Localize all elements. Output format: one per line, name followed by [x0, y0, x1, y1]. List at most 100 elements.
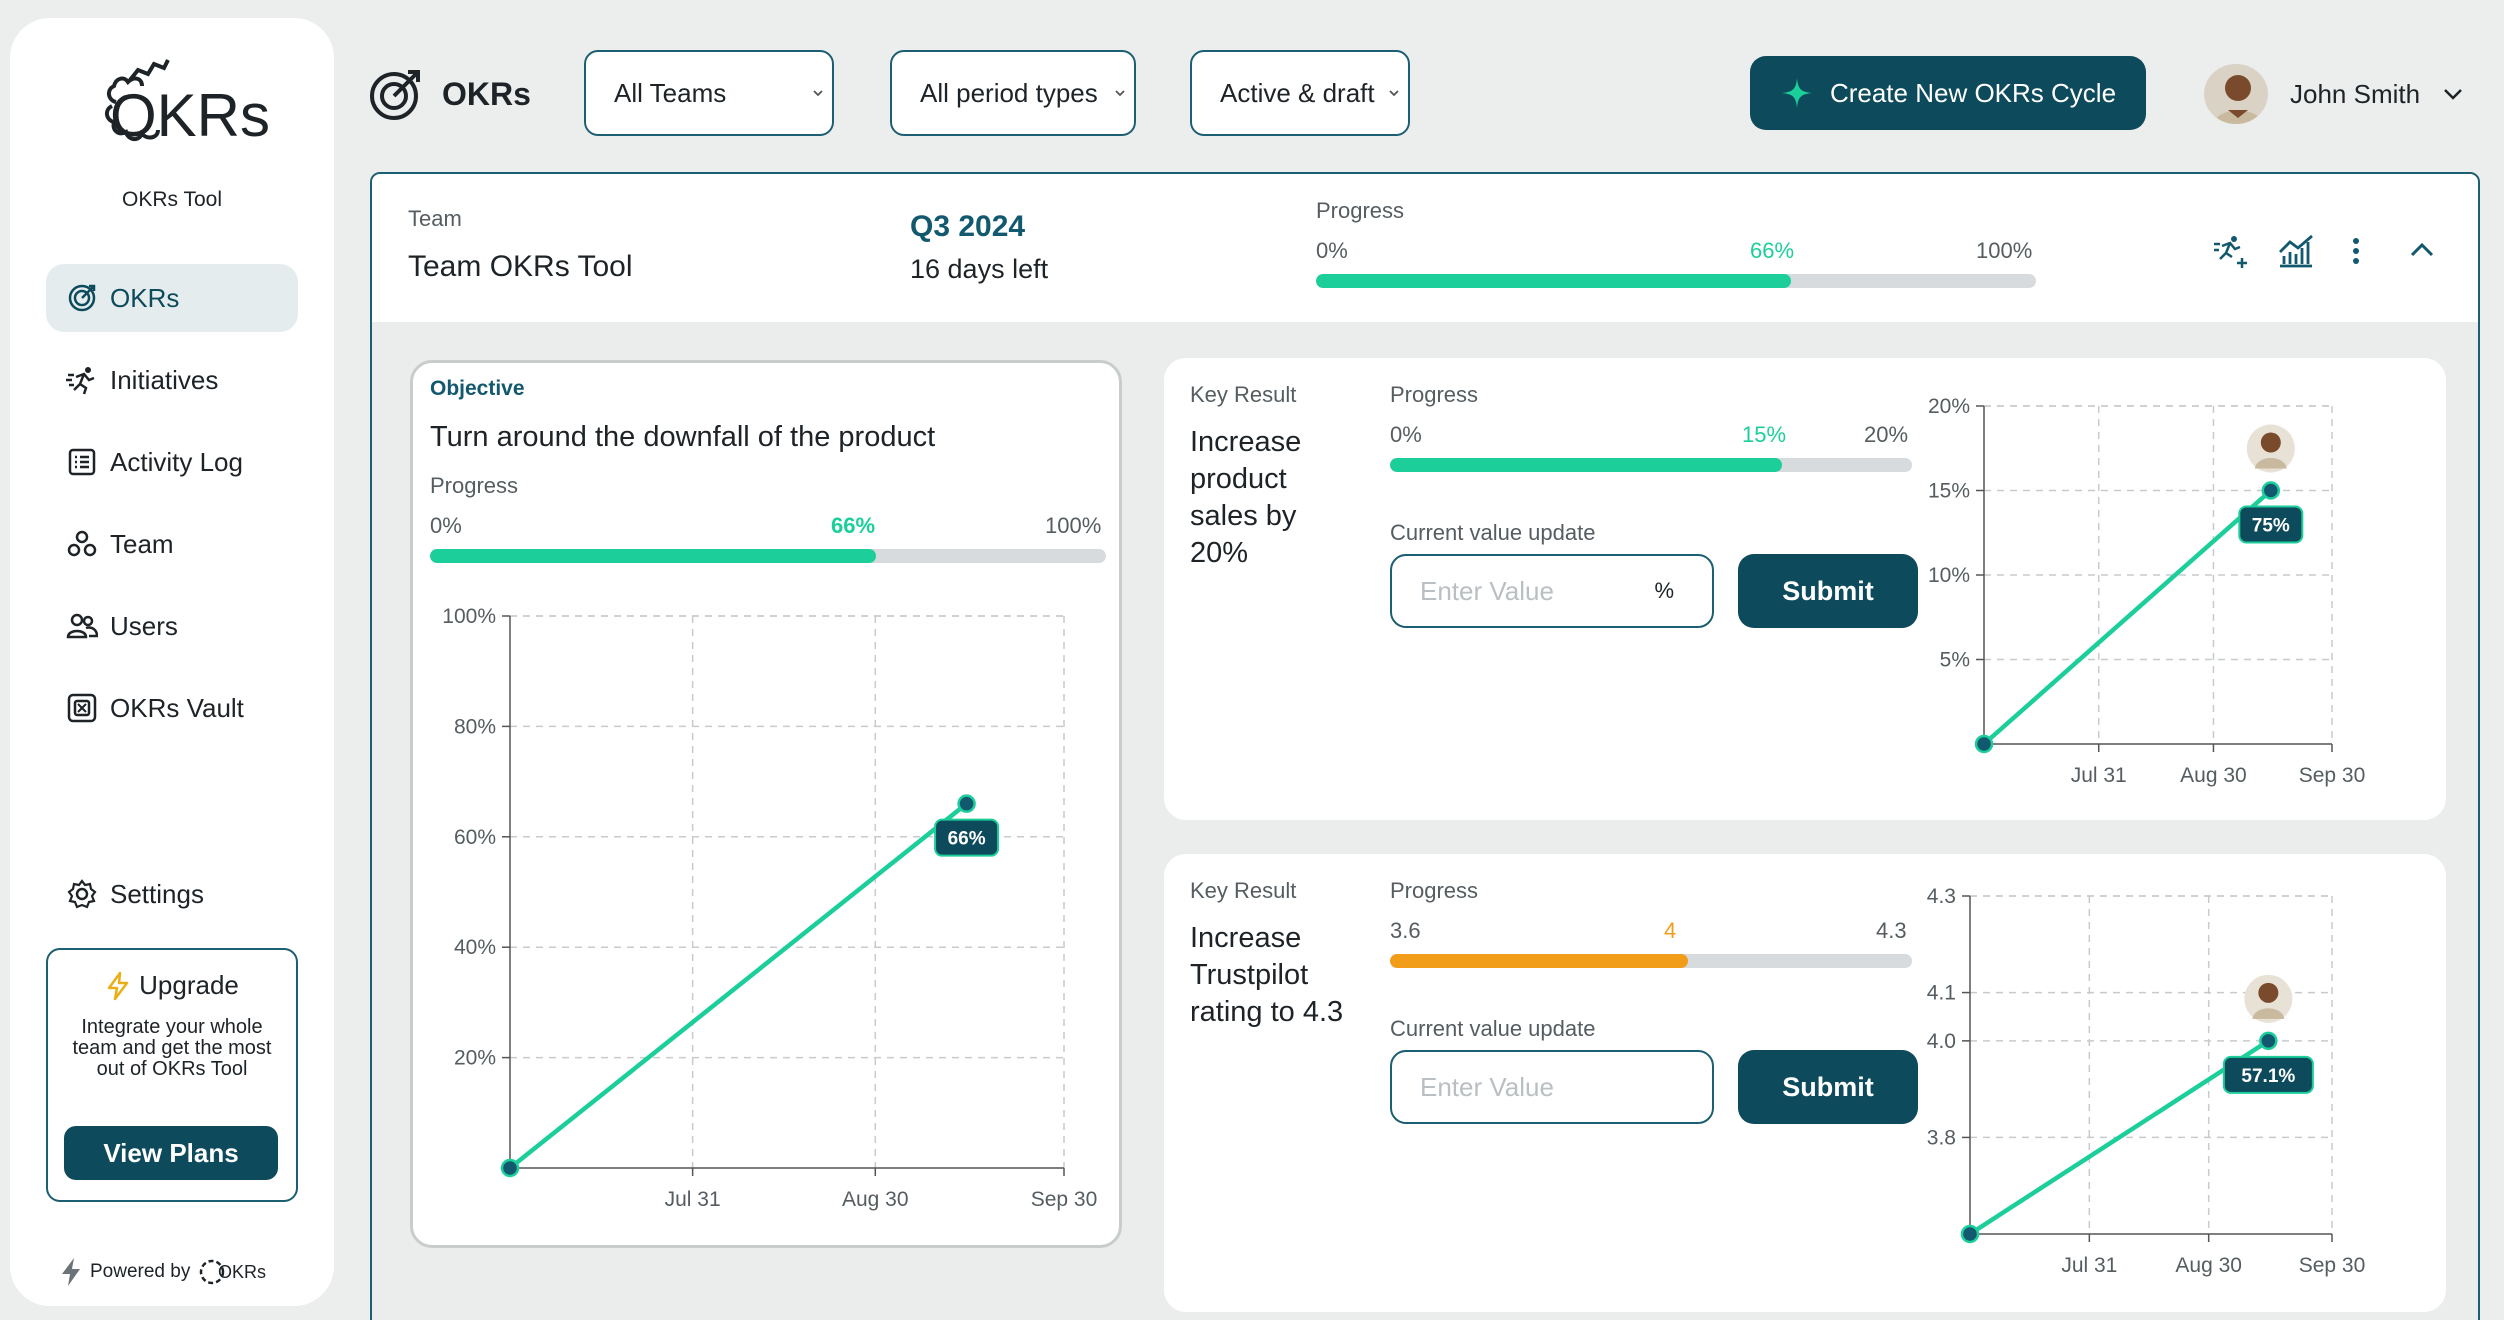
data-point [2261, 481, 2281, 500]
sidebar-item-okrs-vault[interactable]: OKRs Vault [46, 674, 298, 742]
data-point [957, 794, 976, 813]
data-label: 66% [948, 829, 986, 850]
avatar-head [2260, 432, 2281, 453]
running-person-icon [66, 364, 98, 396]
x-tick-label: Aug 30 [2175, 1254, 2242, 1277]
key-result-card: Key Result Increase product sales by 20%… [1164, 358, 2446, 820]
objective-title: Turn around the downfall of the product [430, 421, 936, 453]
kr-update-label: Current value update [1390, 1016, 1596, 1041]
sparkle-icon [1781, 78, 1812, 108]
period-filter-select[interactable]: All period types [890, 50, 1136, 136]
x-tick-label: Sep 30 [1031, 1188, 1098, 1211]
okrs-target-icon [66, 282, 98, 314]
sidebar-item-team[interactable]: Team [46, 510, 298, 578]
kr-update-label: Current value update [1390, 520, 1596, 545]
chevron-down-icon [1115, 90, 1125, 97]
objective-label: Objective [430, 377, 525, 400]
team-filter-select[interactable]: All Teams [584, 50, 834, 136]
kr-progress-bar [1390, 954, 1912, 968]
data-label-badge [2222, 1055, 2314, 1094]
chart-icon[interactable] [2276, 232, 2316, 272]
sidebar-item-activity-log[interactable]: Activity Log [46, 428, 298, 496]
sidebar: OKRs OKRs Tool OKRs Initiatives Activity… [10, 18, 334, 1306]
list-icon [66, 446, 98, 478]
key-result-card: Key Result Increase Trustpilot rating to… [1164, 854, 2446, 1312]
kr-value-placeholder: Enter Value [1420, 575, 1554, 606]
sidebar-item-label: Initiatives [110, 364, 219, 395]
kr-chart: 5% 10% 15% 20% Jul 31 Aug 30 Sep 30 75% [1928, 395, 2366, 787]
status-filter-select[interactable]: Active & draft [1190, 50, 1410, 136]
submit-button[interactable]: Submit [1738, 1050, 1918, 1124]
chevron-down-icon [813, 90, 823, 97]
y-tick-label: 4.1 [1927, 982, 1956, 1005]
chevron-down-icon [2444, 89, 2462, 100]
kr-progress-fill [1390, 954, 1689, 968]
sidebar-item-initiatives[interactable]: Initiatives [46, 346, 298, 414]
kr-progress-label: Progress [1390, 878, 1479, 903]
team-label: Team [408, 206, 462, 231]
chevron-up-icon[interactable] [2408, 240, 2436, 260]
kr-progress-max: 4.3 [1876, 918, 1907, 943]
y-tick-label: 100% [442, 605, 496, 628]
y-tick-label: 15% [1928, 480, 1970, 503]
more-vertical-icon[interactable] [2346, 232, 2366, 272]
sidebar-item-label: OKRs Vault [110, 692, 244, 723]
logo-gear-icon: OKRs [105, 59, 270, 149]
page-title: OKRs [442, 75, 531, 112]
y-tick-label: 80% [454, 715, 496, 738]
initiatives-add-icon[interactable] [2212, 232, 2252, 272]
avatar [2246, 424, 2295, 473]
data-label-badge [2238, 505, 2304, 544]
powered-by-label: Powered by [90, 1261, 191, 1282]
kr-label: Key Result [1190, 382, 1297, 407]
kr-value-unit: % [1654, 578, 1674, 603]
user-menu[interactable]: John Smith [2204, 64, 2464, 124]
data-label: 57.1% [2241, 1066, 2295, 1087]
kr-value-input[interactable]: Enter Value % [1390, 554, 1714, 628]
avatar-body [2252, 1008, 2285, 1019]
team-filter-value: All Teams [614, 77, 727, 108]
x-tick-label: Sep 30 [2299, 764, 2366, 787]
series-line [508, 801, 968, 1170]
kr-label: Key Result [1190, 878, 1297, 903]
app-logo[interactable]: OKRs [10, 40, 334, 185]
x-tick-label: Aug 30 [2180, 764, 2247, 787]
objective-chart: 20% 40% 60% 80% 100% Jul 31 Aug 30 Sep 30 66% [442, 605, 1098, 1211]
avatar-head [2258, 982, 2279, 1003]
objective-progress-value: 66% [831, 513, 876, 538]
create-cycle-button[interactable]: Create New OKRs Cycle [1750, 56, 2146, 130]
upgrade-title: Upgrade [139, 970, 239, 1000]
data-point [1974, 734, 1994, 754]
sidebar-item-label: Activity Log [110, 446, 243, 477]
cycle-progress-label: Progress [1316, 198, 1405, 223]
kr-progress-label: Progress [1390, 382, 1479, 407]
days-left: 16 days left [910, 254, 1049, 284]
view-plans-button[interactable]: View Plans [64, 1126, 278, 1180]
sidebar-item-users[interactable]: Users [46, 592, 298, 660]
kr-chart: 3.8 4.0 4.1 4.3 Jul 31 Aug 30 Sep 30 57.1% [1927, 885, 2365, 1277]
sidebar-item-okrs[interactable]: OKRs [46, 264, 298, 332]
kr-value-input[interactable]: Enter Value [1390, 1050, 1714, 1124]
logo-text: OKRs [110, 82, 270, 149]
kr-title: Increase Trustpilot rating to 4.3 [1190, 922, 1344, 1028]
x-tick-label: Jul 31 [2061, 1254, 2117, 1277]
cycle-progress-max: 100% [1976, 238, 2033, 263]
team-name: Team OKRs Tool [408, 250, 633, 283]
kr-progress-min: 0% [1390, 422, 1422, 447]
cycle-panel: Team Team OKRs Tool Q3 2024 16 days left… [370, 172, 2480, 1320]
submit-button[interactable]: Submit [1738, 554, 1918, 628]
y-tick-label: 4.3 [1927, 885, 1956, 908]
powered-by[interactable]: Powered by OKRs [60, 1250, 270, 1294]
cycle-progress-bar [1316, 274, 2036, 288]
cycle-progress-value: 66% [1750, 238, 1795, 263]
avatar [2244, 974, 2293, 1023]
sidebar-item-settings[interactable]: Settings [46, 860, 298, 928]
series-line [1982, 488, 2273, 746]
status-filter-value: Active & draft [1220, 77, 1375, 108]
cycle-progress-min: 0% [1316, 238, 1348, 263]
objective-progress-bar [430, 549, 1106, 563]
page-title-wrap: OKRs [368, 66, 531, 122]
data-point [500, 1158, 520, 1178]
kr-title: Increase product sales by 20% [1190, 426, 1302, 569]
kr-progress-value: 4 [1664, 918, 1677, 943]
